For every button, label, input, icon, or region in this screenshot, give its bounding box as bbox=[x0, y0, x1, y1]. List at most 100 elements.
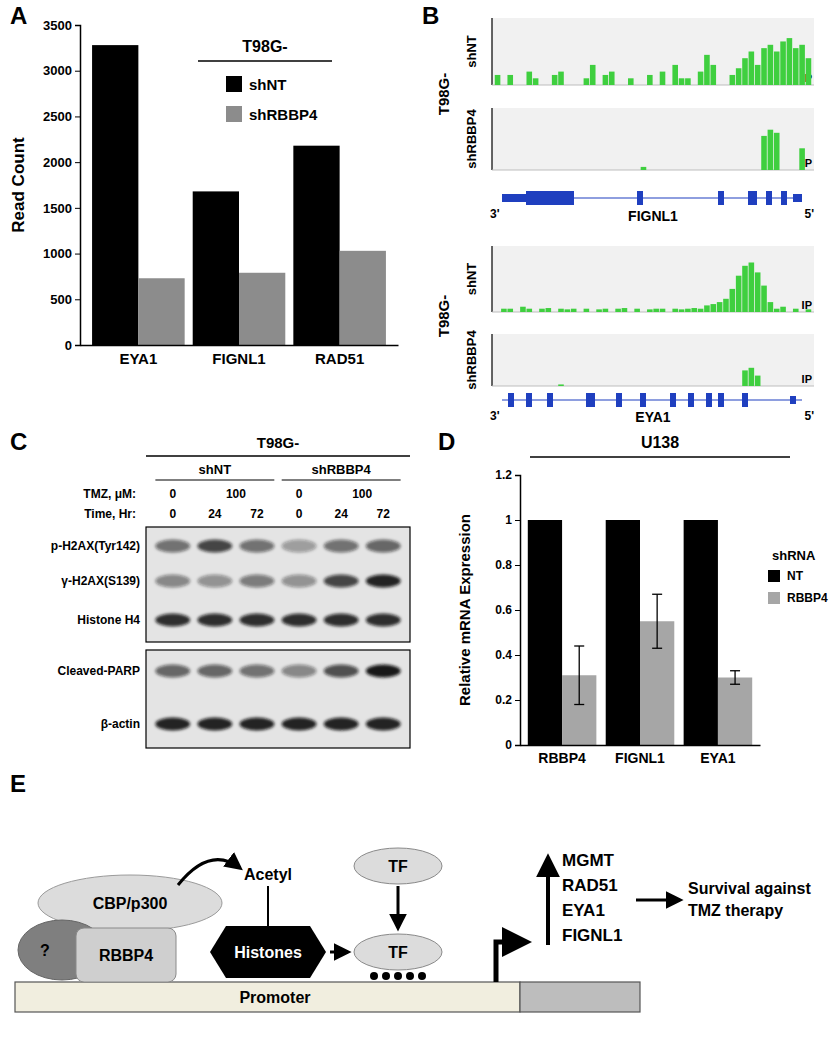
tick-mark bbox=[515, 700, 520, 701]
track-background bbox=[492, 334, 814, 386]
signal-bar bbox=[507, 170, 513, 171]
band bbox=[197, 540, 232, 553]
signal-bar bbox=[507, 309, 513, 312]
signal-bar bbox=[552, 75, 558, 85]
track-signal bbox=[495, 38, 811, 85]
track-group-title: T98G- bbox=[435, 295, 452, 338]
signal-bar bbox=[546, 386, 552, 387]
signal-bar bbox=[787, 170, 793, 171]
band bbox=[282, 614, 317, 627]
exon bbox=[766, 191, 772, 205]
error-cap bbox=[730, 670, 740, 671]
signal-bar bbox=[717, 85, 723, 86]
signal-bar bbox=[666, 312, 672, 313]
signal-bar bbox=[723, 85, 729, 86]
signal-bar bbox=[736, 68, 742, 85]
signal-bar bbox=[672, 170, 678, 171]
exon bbox=[586, 393, 595, 407]
signal-bar bbox=[596, 170, 602, 171]
tick-mark bbox=[75, 116, 80, 117]
signal-bar bbox=[552, 386, 558, 387]
track-axis bbox=[491, 334, 492, 386]
signal-bar bbox=[533, 386, 539, 387]
signal-bar bbox=[717, 386, 723, 387]
western-blot: T98G-shNT0100shRBBP40100TMZ, μM:Time, Hr… bbox=[51, 434, 410, 748]
tick-mark bbox=[75, 71, 80, 72]
band bbox=[366, 575, 401, 588]
time-value: 0 bbox=[296, 507, 303, 521]
arrow bbox=[496, 942, 526, 982]
panel-label: B bbox=[422, 2, 439, 29]
signal-bar bbox=[780, 41, 786, 85]
signal-bar bbox=[806, 58, 812, 85]
signal-bar bbox=[526, 72, 532, 85]
signal-bar bbox=[780, 307, 786, 312]
tick-label: 3000 bbox=[43, 63, 72, 78]
title-rule bbox=[530, 456, 790, 458]
axis-title: Read Count bbox=[9, 137, 28, 233]
tick: 1500 bbox=[43, 201, 80, 216]
signal-bar bbox=[685, 78, 691, 85]
row-header: Time, Hr: bbox=[84, 507, 136, 521]
time-value: 24 bbox=[208, 507, 222, 521]
signal-bar bbox=[761, 286, 767, 312]
signal-bar bbox=[761, 48, 767, 85]
signal-bar bbox=[736, 170, 742, 171]
tmz-value: 0 bbox=[169, 487, 176, 501]
signal-bar bbox=[507, 386, 513, 387]
signal-bar bbox=[622, 170, 628, 171]
signal-bar bbox=[799, 312, 805, 313]
group-label: shNT bbox=[199, 462, 232, 477]
tick-mark bbox=[515, 565, 520, 566]
tick: EYA1 bbox=[700, 745, 736, 766]
arrow bbox=[546, 858, 550, 945]
signal-bar bbox=[507, 75, 513, 85]
track-background bbox=[492, 18, 814, 85]
track-ip-label: IP bbox=[802, 373, 812, 385]
tick: RBBP4 bbox=[538, 745, 586, 766]
legend-label: shNT bbox=[249, 76, 287, 93]
tick-mark bbox=[75, 254, 80, 255]
bar bbox=[528, 520, 562, 745]
signal-bar bbox=[622, 386, 628, 387]
bar bbox=[193, 191, 239, 345]
error-line bbox=[579, 646, 580, 705]
tick-label: 500 bbox=[50, 292, 72, 307]
arrow bbox=[397, 886, 400, 928]
error-cap bbox=[574, 704, 584, 705]
signal-bar bbox=[615, 85, 621, 86]
signal-bar bbox=[787, 386, 793, 387]
plot-area bbox=[92, 45, 386, 345]
tick-label: 2000 bbox=[43, 155, 72, 170]
signal-bar bbox=[660, 170, 666, 171]
legend-swatch bbox=[226, 106, 242, 122]
signal-bar bbox=[749, 170, 755, 171]
tick-mark bbox=[75, 25, 80, 26]
signal-bar bbox=[520, 386, 526, 387]
signal-bar bbox=[774, 386, 780, 387]
signal-bar bbox=[679, 170, 685, 171]
tick-label: 3500 bbox=[43, 18, 72, 33]
signal-bar bbox=[539, 170, 545, 171]
signal-bar bbox=[710, 65, 716, 85]
signal-bar bbox=[565, 386, 571, 387]
antibody-label: Cleaved-PARP bbox=[58, 664, 140, 678]
utr bbox=[790, 396, 796, 404]
signal-bar bbox=[672, 65, 678, 85]
tick-mark bbox=[75, 208, 80, 209]
legend-label: RBBP4 bbox=[787, 591, 828, 605]
signal-bar bbox=[698, 309, 704, 312]
tick-label: 0.8 bbox=[495, 558, 512, 572]
track-ip-label: IP bbox=[802, 299, 812, 311]
band bbox=[324, 540, 359, 553]
signal-bar bbox=[730, 386, 736, 387]
tick: 0 bbox=[505, 738, 520, 752]
exon bbox=[781, 191, 787, 205]
signal-bar bbox=[622, 308, 628, 312]
gene-body bbox=[520, 982, 640, 1012]
signal-bar bbox=[793, 309, 799, 312]
signal-bar bbox=[603, 309, 609, 312]
signal-bar bbox=[526, 386, 532, 387]
legend-swatch bbox=[768, 592, 780, 604]
dot bbox=[394, 972, 402, 980]
